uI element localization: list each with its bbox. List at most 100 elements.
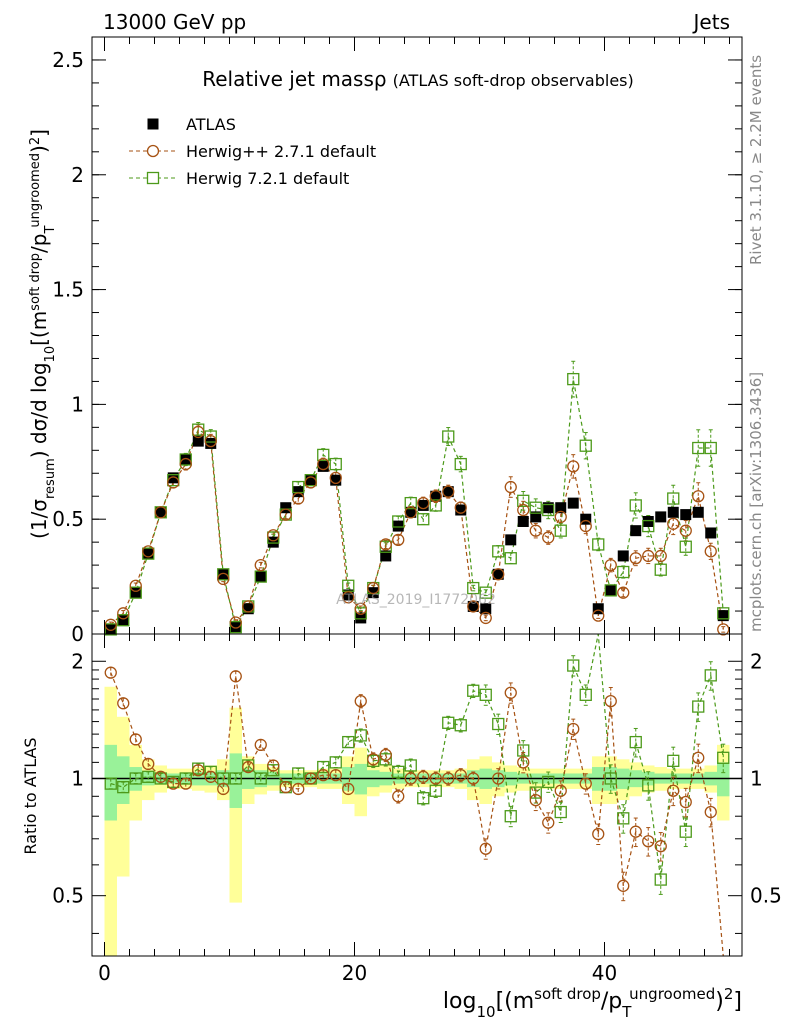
- y-tick-label: 1: [71, 392, 84, 416]
- atlas-data-point: [567, 497, 579, 509]
- herwigpp-data-point: [267, 529, 280, 542]
- herwig7-data-point: [467, 581, 480, 595]
- herwig7-ratio-point: [467, 684, 480, 697]
- herwigpp-data-point: [654, 549, 667, 563]
- y-axis-label-ratio: Ratio to ATLAS: [21, 737, 40, 854]
- herwigpp-data-point: [104, 618, 117, 631]
- atlas-data-point: [155, 506, 167, 518]
- herwigpp-ratio-point: [529, 793, 542, 807]
- mcplots-label: mcplots.cern.ch [arXiv:1306.3436]: [747, 372, 765, 632]
- herwig7-ratio-point: [567, 659, 580, 672]
- herwig7-ratio-point: [617, 812, 630, 825]
- herwigpp-ratio-point: [167, 777, 180, 790]
- atlas-data-point: [580, 513, 592, 525]
- herwigpp-data-point: [417, 496, 430, 510]
- herwig7-ratio-point: [667, 754, 680, 767]
- herwigpp-data-point: [229, 616, 242, 629]
- atlas-data-point: [592, 603, 604, 615]
- herwigpp-ratio-point: [579, 777, 592, 790]
- atlas-data-point: [367, 587, 379, 599]
- atlas-data-point: [455, 504, 467, 516]
- herwig7-ratio-point: [517, 744, 530, 757]
- atlas-data-point: [467, 600, 479, 612]
- herwig7-ratio-point: [204, 765, 217, 778]
- herwigpp-ratio-point: [367, 753, 380, 766]
- main-plot-panel: 0 0.5 1 1.5 2 2.5 ATLAS_2019_I1772062 Relativ…: [27, 36, 743, 646]
- plot-title: Relative jet massρ (ATLAS soft-drop obser…: [202, 67, 633, 91]
- atlas-data-point: [242, 603, 254, 615]
- atlas-data-point: [505, 534, 517, 546]
- herwig7-ratio-point: [504, 810, 517, 823]
- herwig7-data-point: [404, 496, 417, 510]
- herwig7-ratio-point: [579, 688, 592, 701]
- header-right: Jets: [692, 10, 730, 34]
- herwig7-data-point: [479, 586, 492, 599]
- herwig7-line: [110, 379, 724, 630]
- atlas-data-point: [605, 584, 617, 596]
- herwig7-data-point: [692, 441, 705, 455]
- herwigpp-ratio-point: [179, 777, 192, 790]
- herwig7-ratio-point: [404, 759, 417, 772]
- atlas-data-point: [217, 568, 229, 580]
- herwig7-data-point: [329, 457, 342, 471]
- herwigpp-data-point: [692, 490, 705, 503]
- herwigpp-data-point: [517, 503, 530, 517]
- herwig7-ratio-point: [717, 751, 730, 764]
- herwig7-ratio-point: [554, 805, 567, 819]
- herwigpp-ratio-line: [110, 672, 724, 957]
- herwigpp-ratio-point: [692, 751, 705, 764]
- atlas-data-point: [680, 509, 692, 521]
- herwig7-ratio-point: [267, 764, 280, 777]
- atlas-data-point: [292, 486, 304, 498]
- herwig7-ratio-point: [129, 772, 142, 785]
- atlas-data-point: [355, 612, 367, 624]
- atlas-data-point: [717, 610, 729, 622]
- herwig7-ratio-point: [429, 784, 442, 797]
- atlas-data-point: [130, 587, 142, 599]
- herwigpp-data-point: [317, 457, 330, 471]
- herwigpp-data-point: [354, 602, 367, 615]
- herwigpp-data-point: [192, 425, 205, 439]
- atlas-data-point: [417, 499, 429, 511]
- uncertainty-band-outer: [104, 686, 117, 956]
- atlas-data-point: [167, 472, 179, 484]
- herwig7-ratio-point: [317, 760, 330, 774]
- atlas-data-point: [280, 502, 292, 514]
- herwig7-ratio-point: [629, 735, 642, 749]
- herwigpp-data-point: [217, 572, 230, 586]
- legend: ATLAS Herwig++ 2.7.1 default Herwig 7.2.1 …: [129, 115, 376, 188]
- herwig7-ratio-point: [392, 765, 405, 778]
- uncertainty-band-inner: [104, 744, 117, 821]
- atlas-data-point: [255, 571, 267, 583]
- herwigpp-data-point: [479, 611, 492, 625]
- ratio-plot-panel: 0.5 0.51 12 20 20 40 Ratio to ATLAS: [21, 633, 782, 985]
- herwigpp-ratio-point: [404, 772, 417, 785]
- herwigpp-ratio-point: [667, 784, 680, 797]
- herwigpp-data-point: [329, 471, 342, 485]
- ratio-y-tick-label-left: 2: [71, 649, 84, 673]
- herwig7-data-point: [117, 614, 130, 627]
- atlas-data-point: [555, 502, 567, 514]
- herwigpp-ratio-point: [617, 879, 630, 892]
- herwig7-data-point: [704, 441, 717, 455]
- herwig7-ratio-line: [110, 633, 724, 880]
- watermark: ATLAS_2019_I1772062: [336, 592, 496, 608]
- herwigpp-data-point: [642, 549, 655, 563]
- herwigpp-ratio-point: [317, 768, 330, 782]
- herwigpp-data-point: [179, 457, 192, 471]
- uncertainty-band-inner: [117, 756, 130, 804]
- herwig7-ratio-point: [692, 700, 705, 713]
- herwigpp-ratio-point: [604, 694, 617, 708]
- herwig7-data-point: [679, 540, 692, 553]
- herwig7-data-point: [617, 565, 630, 579]
- herwigpp-ratio-point: [242, 760, 255, 774]
- herwigpp-data-point: [679, 524, 692, 537]
- rivet-label: Rivet 3.1.10, ≥ 2.2M events: [747, 55, 765, 265]
- herwig7-ratio-point: [292, 767, 305, 780]
- herwigpp-data-point: [254, 558, 267, 572]
- herwig7-data-point: [229, 620, 242, 634]
- herwigpp-ratio-point: [654, 840, 667, 853]
- y-tick-label: 2: [71, 163, 84, 187]
- herwigpp-ratio-point: [442, 772, 455, 785]
- herwigpp-ratio-point: [504, 686, 517, 699]
